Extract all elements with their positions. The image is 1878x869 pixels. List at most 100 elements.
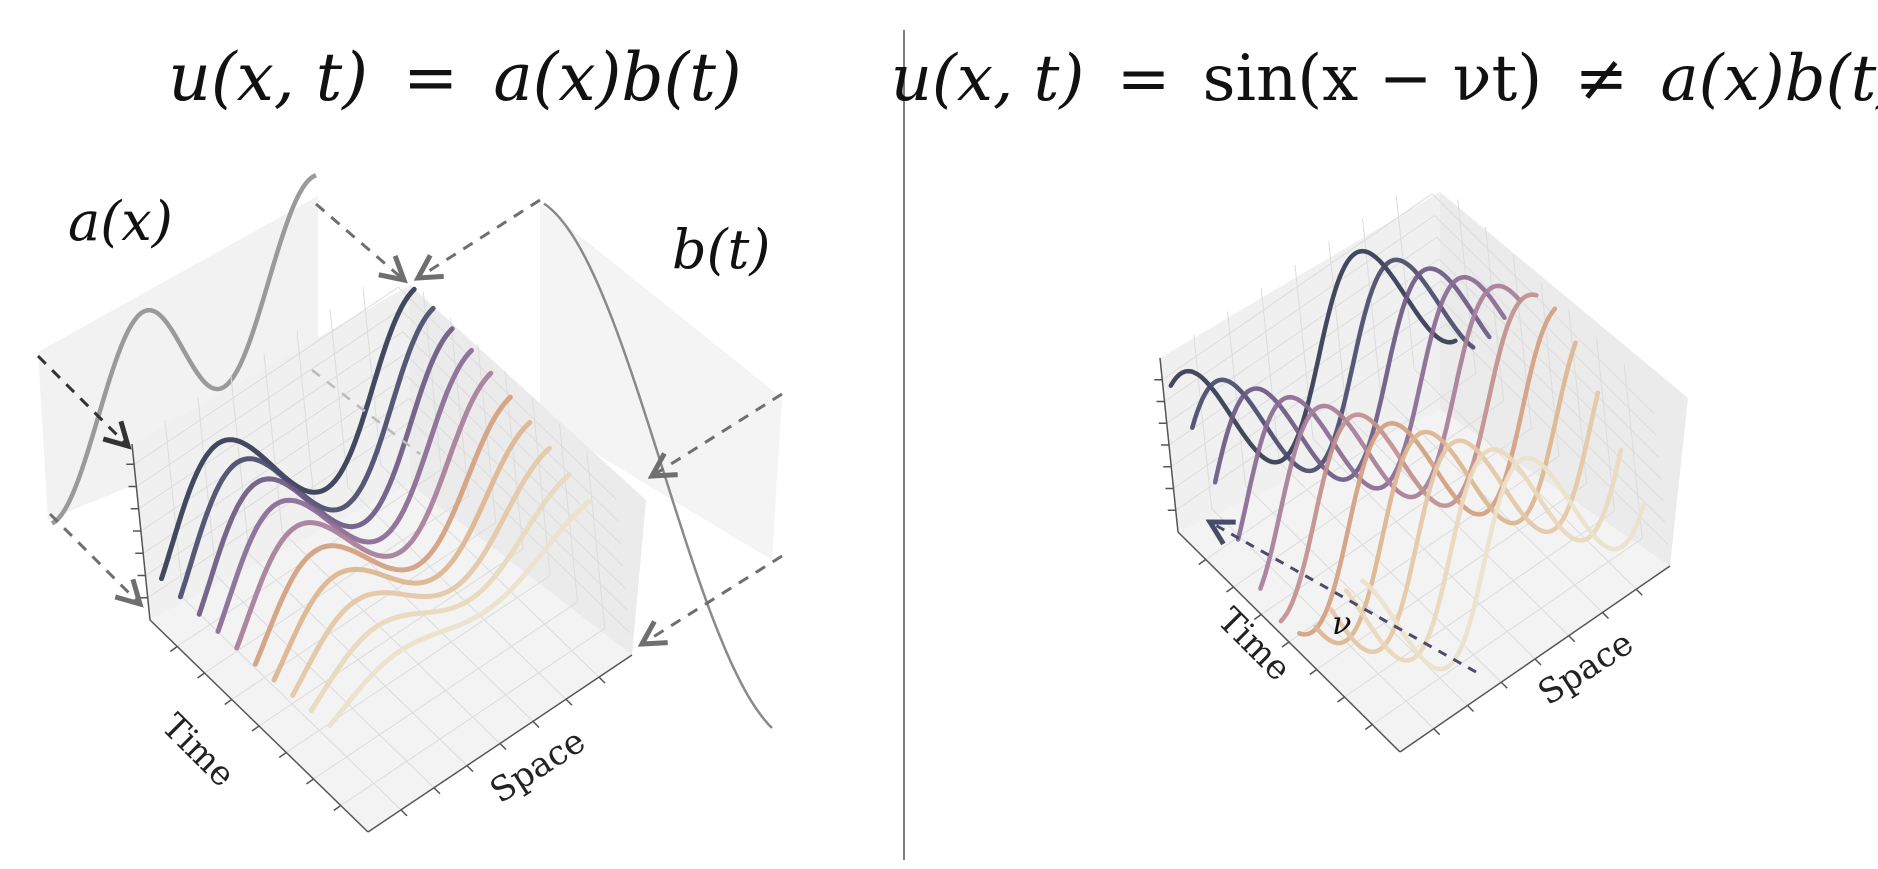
wall-gridline: [1328, 241, 1348, 416]
left-equation-lhs: u(x, t): [168, 39, 368, 116]
label-b: b(t): [672, 218, 770, 281]
wall-gridline: [296, 331, 316, 510]
wall-gridline: [1485, 226, 1504, 402]
space-tick: [499, 742, 507, 751]
separable-wave-curve: [327, 499, 592, 729]
space-tick: [433, 787, 441, 795]
wall-gridline: [1438, 258, 1662, 480]
left-wave-curves: [159, 286, 592, 729]
time-tick: [1281, 641, 1290, 648]
left-panel: u(x, t) = a(x)b(t) a(x) b(t): [36, 39, 783, 833]
separable-wave-curve: [290, 445, 552, 698]
wall-gridline: [397, 286, 617, 500]
arrow-bt-bottom-to-box: [642, 554, 783, 644]
separable-wave-curve: [252, 394, 513, 667]
arrow-ax-to-box-top: [36, 354, 128, 446]
time-tick: [333, 804, 342, 812]
left-equation-rhs: a(x)b(t): [493, 39, 741, 116]
right-equation-eq: =: [1117, 42, 1171, 116]
separable-wave-curve: [271, 419, 533, 683]
wall-gridline: [1395, 195, 1415, 370]
travelling-wave-curve: [1168, 248, 1458, 465]
right-equation-lhs: u(x, t): [891, 42, 1085, 116]
time-tick: [1226, 586, 1234, 593]
space-tick: [1601, 611, 1610, 620]
floor-gridline: [1380, 392, 1603, 613]
separable-wave-curve: [308, 472, 572, 714]
wall-gridline: [1161, 193, 1433, 381]
right-back-wall-left: [1160, 192, 1440, 532]
floor-gridline: [1205, 373, 1477, 560]
floor-gridline: [231, 522, 497, 700]
wall-gridline: [136, 309, 401, 487]
wall-gridline: [1436, 236, 1660, 458]
velocity-label: ν: [1332, 604, 1351, 642]
travelling-wave-curve: [1235, 274, 1507, 542]
travelling-wave-curve: [1360, 455, 1646, 672]
left-vertical-axis: [131, 443, 151, 621]
wall-gridline: [1362, 218, 1381, 393]
space-tick: [1466, 704, 1475, 713]
wall-gridline: [1164, 215, 1435, 402]
time-tick: [1337, 696, 1345, 703]
time-tick: [169, 645, 178, 653]
right-equation-neq: ≠: [1575, 42, 1629, 116]
travelling-wave-curve: [1278, 292, 1539, 624]
floor-gridline: [1233, 400, 1504, 588]
time-tick: [224, 698, 233, 706]
separable-wave-curve: [215, 347, 474, 634]
wall-gridline: [1512, 254, 1532, 429]
wall-gridline: [1168, 258, 1440, 446]
arrow-bt-mid-to-box: [652, 392, 783, 476]
space-tick: [1568, 635, 1576, 643]
wall-gridline: [1166, 236, 1438, 424]
space-tick: [532, 720, 540, 728]
time-tick: [197, 672, 205, 679]
floor-gridline: [258, 548, 524, 727]
travelling-wave-curve: [1343, 447, 1624, 663]
space-tick: [1500, 681, 1508, 689]
left-equation: u(x, t) = a(x)b(t): [168, 39, 741, 116]
wall-gridline: [329, 309, 349, 488]
arrow-inner-faint: [311, 369, 421, 455]
ax-profile-curve: [50, 173, 317, 526]
left-ticks: [126, 463, 606, 817]
space-tick: [598, 676, 606, 684]
right-floor: [1178, 410, 1670, 752]
time-tick: [1364, 723, 1373, 731]
space-tick: [565, 698, 573, 706]
travelling-wave-curve: [1297, 306, 1558, 637]
wall-gridline: [450, 317, 469, 497]
wall-gridline: [362, 287, 382, 466]
time-tick: [1198, 558, 1207, 566]
space-tick: [466, 765, 474, 773]
right-equation-sin: sin(x − νt): [1203, 42, 1543, 116]
left-equation-eq: =: [403, 39, 458, 116]
arrow-bt-top-to-box: [418, 198, 541, 278]
wall-gridline: [404, 353, 624, 567]
right-panel: u(x, t) = sin(x − νt) ≠ a(x)b(t) ν Time …: [891, 42, 1878, 753]
space-tick: [1433, 728, 1441, 736]
right-ticks: [1154, 379, 1643, 736]
wall-gridline: [138, 331, 404, 510]
left-back-wall-right: [410, 285, 646, 655]
wall-gridline: [133, 286, 399, 465]
time-tick: [278, 751, 287, 759]
right-equation: u(x, t) = sin(x − νt) ≠ a(x)b(t): [891, 42, 1878, 116]
space-tick: [1534, 658, 1542, 666]
right-wave-curves: [1168, 248, 1646, 672]
wall-gridline: [400, 309, 619, 522]
time-tick: [251, 725, 260, 732]
label-a: a(x): [68, 190, 173, 253]
arrow-ax-top-to-box: [315, 202, 404, 280]
time-tick: [306, 778, 314, 785]
wall-gridline: [1431, 193, 1655, 415]
floor-gridline: [347, 486, 567, 700]
floor-gridline: [380, 464, 600, 678]
arrow-ax-to-box-bottom: [48, 512, 140, 604]
space-tick: [400, 809, 408, 817]
separable-wave-curve: [234, 370, 494, 651]
left-time-label: Time: [154, 706, 243, 795]
time-tick: [1253, 613, 1262, 621]
